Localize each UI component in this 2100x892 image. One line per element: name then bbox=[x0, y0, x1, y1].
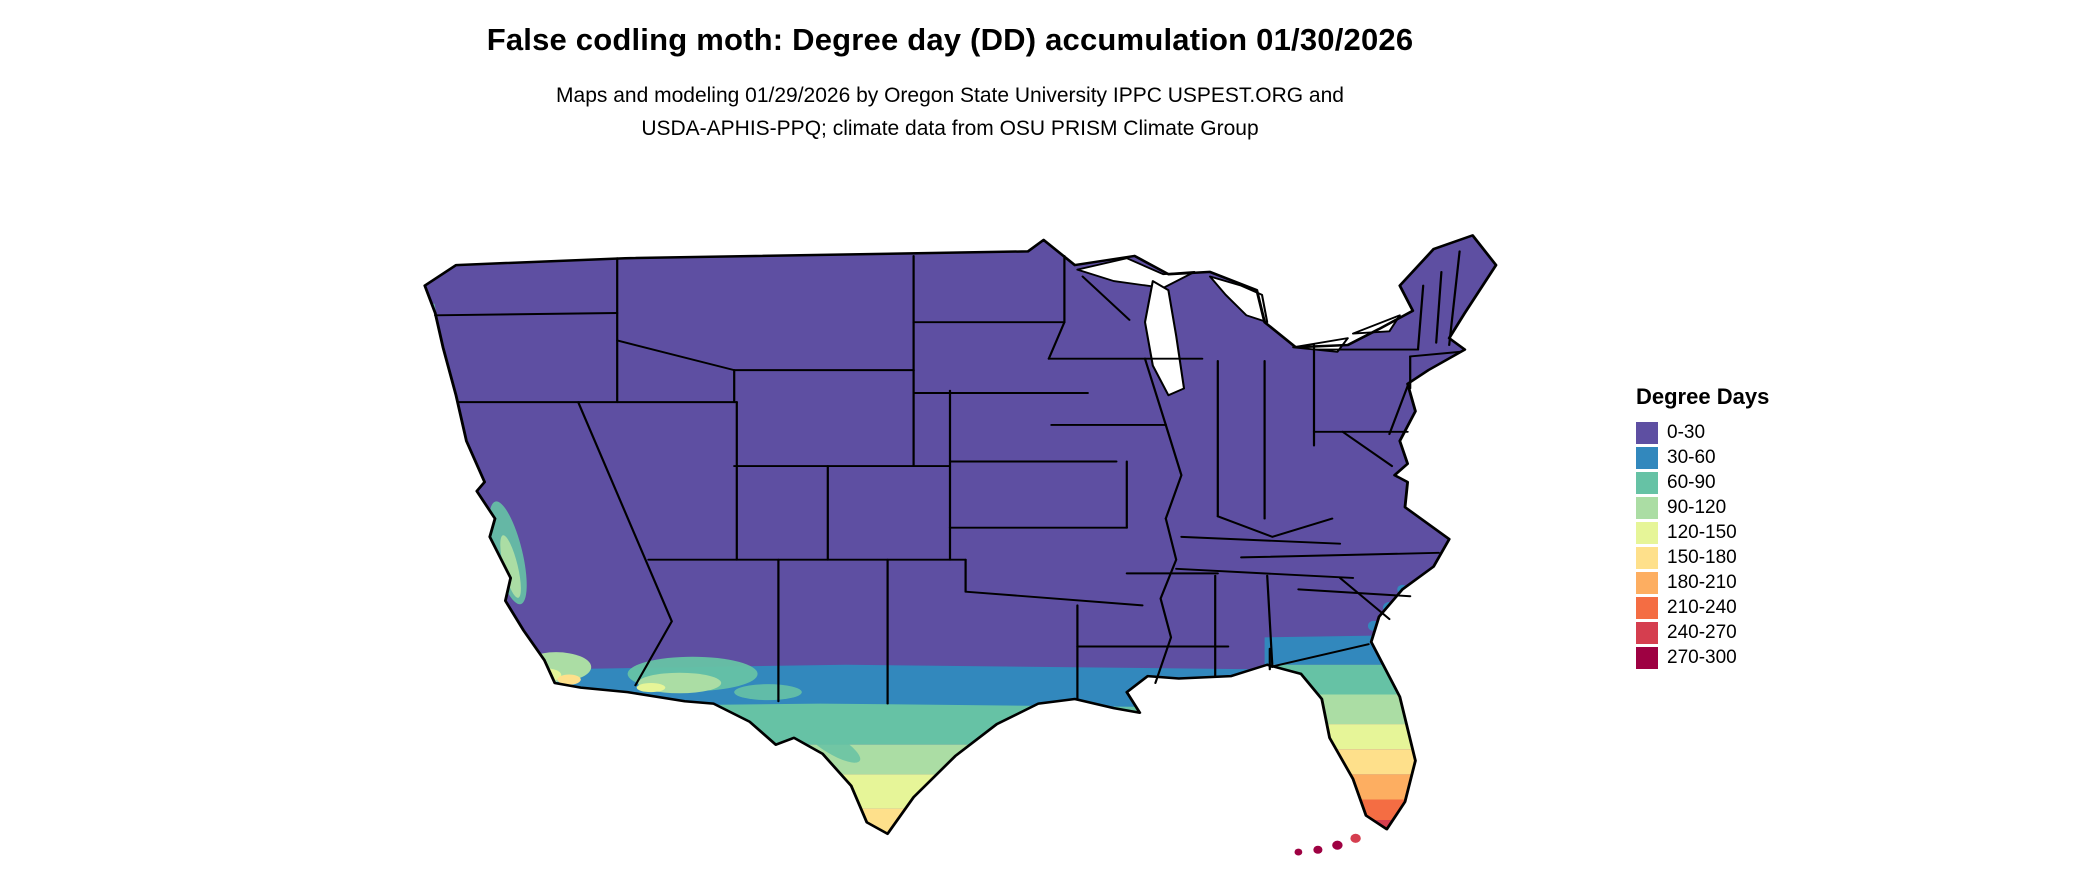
legend-swatch bbox=[1636, 471, 1658, 494]
legend-entries: 0-30 30-60 60-90 90-120 120-150 150-180 180-21… bbox=[1636, 420, 1769, 670]
legend-swatch bbox=[1636, 571, 1658, 594]
subtitle-line-1: Maps and modeling 01/29/2026 by Oregon S… bbox=[556, 84, 1344, 107]
band-270-300-east bbox=[1265, 834, 1548, 861]
band-30-60-east bbox=[1264, 632, 1496, 665]
legend-row: 0-30 bbox=[1636, 420, 1769, 445]
band-90-120-ca-valley bbox=[500, 535, 521, 598]
band-150-180-east bbox=[1264, 749, 1496, 775]
band-120-150-az bbox=[636, 683, 666, 693]
state-borders bbox=[434, 250, 1461, 705]
band-120-150-socal bbox=[527, 668, 562, 682]
legend-swatch bbox=[1636, 646, 1658, 669]
band-150-180-west bbox=[424, 808, 1265, 834]
legend-swatch bbox=[1636, 521, 1658, 544]
legend-row: 150-180 bbox=[1636, 545, 1769, 570]
legend-row: 240-270 bbox=[1636, 620, 1769, 645]
legend-label: 210-240 bbox=[1667, 596, 1737, 618]
legend-row: 60-90 bbox=[1636, 470, 1769, 495]
legend-swatch bbox=[1636, 546, 1658, 569]
legend-row: 30-60 bbox=[1636, 445, 1769, 470]
legend-label: 240-270 bbox=[1667, 621, 1737, 643]
band-60-90-nm bbox=[734, 684, 802, 701]
legend-label: 0-30 bbox=[1667, 421, 1706, 443]
legend-row: 270-300 bbox=[1636, 645, 1769, 670]
legend-row: 120-150 bbox=[1636, 520, 1769, 545]
us-map-svg bbox=[423, 234, 1548, 861]
florida-keys bbox=[1294, 833, 1361, 856]
legend-swatch bbox=[1636, 596, 1658, 619]
subtitle-line-2: USDA-APHIS-PPQ; climate data from OSU PR… bbox=[641, 116, 1259, 140]
legend-label: 150-180 bbox=[1667, 546, 1737, 568]
legend-label: 180-210 bbox=[1667, 571, 1737, 593]
map-subtitle: Maps and modeling 01/29/2026 by Oregon S… bbox=[0, 80, 1900, 145]
lake-huron bbox=[1208, 275, 1269, 324]
map-title: False codling moth: Degree day (DD) accu… bbox=[486, 22, 1414, 57]
band-240-270-east bbox=[1264, 820, 1496, 834]
legend-swatch bbox=[1636, 421, 1658, 444]
us-degree-day-map bbox=[300, 176, 1600, 884]
legend-label: 30-60 bbox=[1667, 446, 1716, 468]
legend-swatch bbox=[1636, 446, 1658, 469]
band-210-240-east bbox=[1264, 799, 1496, 821]
legend-label: 270-300 bbox=[1667, 646, 1737, 668]
legend-row: 90-120 bbox=[1636, 495, 1769, 520]
legend-row: 180-210 bbox=[1636, 570, 1769, 595]
lake-michigan bbox=[1143, 280, 1186, 397]
conus-outline bbox=[423, 234, 1498, 836]
legend-label: 120-150 bbox=[1667, 521, 1737, 543]
band-150-180-socal bbox=[557, 674, 581, 685]
legend-swatch bbox=[1636, 621, 1658, 644]
legend-title: Degree Days bbox=[1636, 384, 1770, 409]
legend-row: 210-240 bbox=[1636, 595, 1769, 620]
band-60-90-wtx bbox=[805, 726, 861, 763]
band-120-150-west bbox=[424, 774, 1265, 809]
legend: Degree Days 0-30 30-60 60-90 90-120 120-150 1… bbox=[1636, 384, 1769, 670]
legend-label: 60-90 bbox=[1667, 471, 1716, 493]
legend-label: 90-120 bbox=[1667, 496, 1727, 518]
legend-swatch bbox=[1636, 496, 1658, 519]
